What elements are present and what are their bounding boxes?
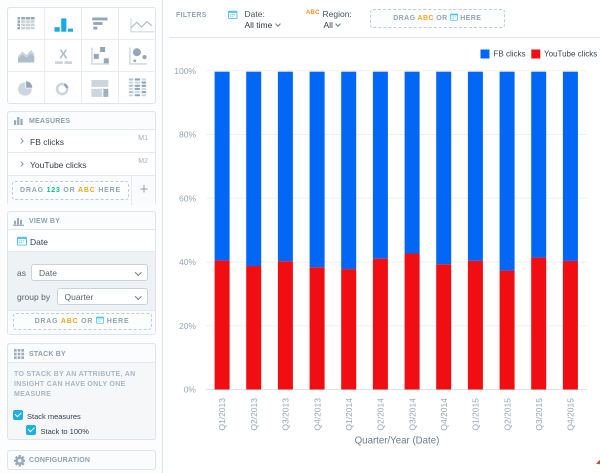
svg-text:Q3/2014: Q3/2014 bbox=[407, 398, 417, 431]
svg-text:100%: 100% bbox=[174, 66, 196, 76]
svg-text:Q2/2014: Q2/2014 bbox=[376, 398, 386, 431]
svg-text:40%: 40% bbox=[179, 257, 196, 267]
svg-text:20%: 20% bbox=[179, 321, 196, 331]
svg-text:Q2/2015: Q2/2015 bbox=[502, 398, 512, 431]
svg-text:60%: 60% bbox=[179, 193, 196, 203]
svg-text:Quarter/Year (Date): Quarter/Year (Date) bbox=[355, 436, 440, 447]
svg-text:Q4/2015: Q4/2015 bbox=[566, 398, 576, 431]
svg-text:Q3/2015: Q3/2015 bbox=[534, 398, 544, 431]
svg-text:Q2/2013: Q2/2013 bbox=[249, 398, 259, 431]
svg-text:80%: 80% bbox=[179, 130, 196, 140]
svg-text:Q1/2013: Q1/2013 bbox=[217, 398, 227, 431]
svg-text:Q3/2013: Q3/2013 bbox=[281, 398, 291, 431]
svg-text:Q4/2014: Q4/2014 bbox=[439, 398, 449, 431]
svg-text:X: X bbox=[59, 48, 68, 61]
svg-text:Q4/2013: Q4/2013 bbox=[312, 398, 322, 431]
svg-text:FB clicks: FB clicks bbox=[494, 50, 526, 59]
svg-text:Q1/2014: Q1/2014 bbox=[344, 398, 354, 431]
svg-text:Q1/2015: Q1/2015 bbox=[471, 398, 481, 431]
svg-text:YouTube clicks: YouTube clicks bbox=[544, 50, 597, 59]
svg-text:0%: 0% bbox=[184, 385, 197, 395]
